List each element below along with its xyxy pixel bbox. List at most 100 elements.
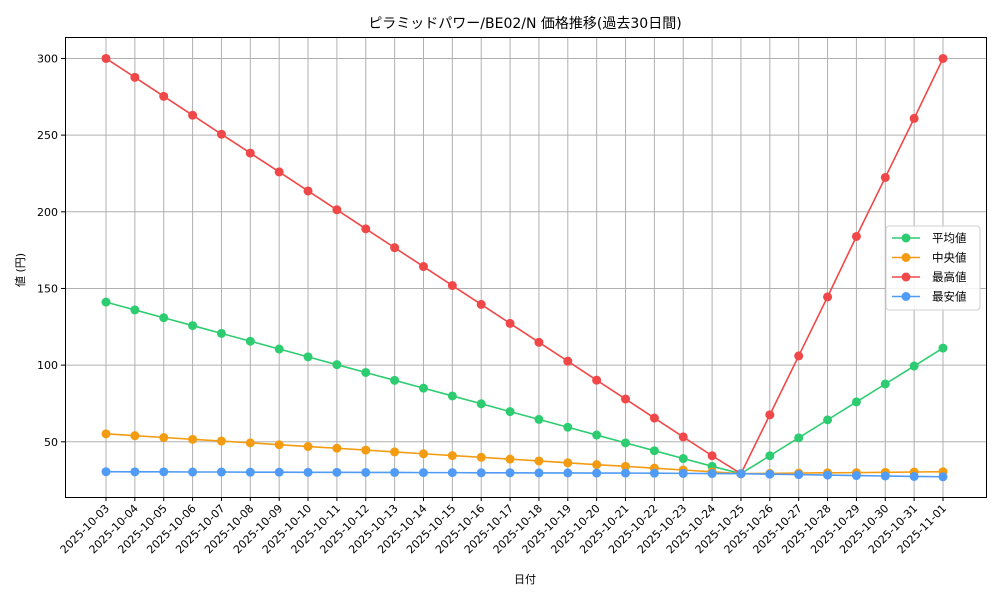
data-point [563, 458, 573, 468]
series-lines [101, 53, 948, 482]
data-point [159, 433, 169, 443]
data-point [909, 113, 919, 123]
data-point [505, 468, 515, 478]
data-point [505, 454, 515, 464]
data-point [621, 468, 631, 478]
data-point [505, 318, 515, 328]
data-point [188, 467, 198, 477]
x-axis-ticks: 2025-10-032025-10-042025-10-052025-10-06… [58, 497, 949, 556]
data-point [649, 446, 659, 456]
data-point [245, 148, 255, 158]
data-point [707, 469, 717, 479]
data-point [823, 292, 833, 302]
data-point [418, 468, 428, 478]
data-point [130, 305, 140, 315]
data-point [361, 467, 371, 477]
legend-marker-icon [901, 272, 911, 282]
data-point [765, 469, 775, 479]
data-point [592, 468, 602, 478]
data-point [476, 452, 486, 462]
legend-item: 最安値 [892, 290, 967, 304]
y-tick-label: 100 [37, 359, 58, 372]
data-point [332, 467, 342, 477]
data-point [303, 352, 313, 362]
legend-item: 最高値 [892, 270, 967, 284]
data-point [880, 379, 890, 389]
data-point [880, 471, 890, 481]
legend-item: 中央値 [892, 251, 967, 265]
data-point [678, 454, 688, 464]
data-point [390, 243, 400, 253]
data-point [245, 467, 255, 477]
data-point [794, 470, 804, 480]
data-point [216, 467, 226, 477]
legend-label: 平均値 [932, 231, 967, 245]
y-tick-label: 250 [37, 129, 58, 142]
data-point [274, 344, 284, 354]
data-point [447, 451, 457, 461]
data-point [823, 470, 833, 480]
data-point [476, 299, 486, 309]
data-point [274, 440, 284, 450]
data-point [303, 186, 313, 196]
series-0 [101, 297, 948, 479]
y-tick-label: 200 [37, 206, 58, 219]
series-1 [101, 429, 948, 479]
data-point [418, 383, 428, 393]
data-point [794, 351, 804, 361]
data-point [563, 468, 573, 478]
data-point [390, 467, 400, 477]
data-point [678, 432, 688, 442]
data-point [332, 205, 342, 215]
data-point [303, 467, 313, 477]
data-point [621, 438, 631, 448]
data-point [563, 422, 573, 432]
data-point [245, 336, 255, 346]
data-point [361, 367, 371, 377]
data-point [823, 415, 833, 425]
y-tick-label: 50 [44, 436, 58, 449]
data-point [765, 410, 775, 420]
data-point [621, 461, 631, 471]
legend-label: 最高値 [932, 270, 967, 284]
data-point [736, 469, 746, 479]
data-point [101, 53, 111, 63]
data-point [938, 53, 948, 63]
data-point [130, 467, 140, 477]
data-point [159, 467, 169, 477]
data-point [332, 360, 342, 370]
data-point [794, 433, 804, 443]
legend-marker-icon [901, 233, 911, 243]
data-point [188, 321, 198, 331]
y-tick-label: 150 [37, 282, 58, 295]
y-axis-ticks: 50 100 150 200 250 300 [37, 52, 65, 449]
data-point [101, 297, 111, 307]
series-2 [101, 53, 948, 479]
data-point [361, 224, 371, 234]
y-axis-label: 値 (円) [14, 253, 27, 287]
data-point [563, 356, 573, 366]
data-point [101, 467, 111, 477]
data-point [880, 172, 890, 182]
legend-item: 平均値 [892, 231, 967, 245]
y-tick-label: 300 [37, 52, 58, 65]
data-point [303, 442, 313, 452]
legend-marker-icon [901, 292, 911, 301]
data-point [390, 447, 400, 457]
data-point [188, 434, 198, 444]
data-point [130, 72, 140, 82]
data-point [418, 262, 428, 272]
data-point [621, 394, 631, 404]
data-point [274, 467, 284, 477]
data-point [851, 231, 861, 241]
data-point [938, 343, 948, 353]
data-point [418, 449, 428, 459]
data-point [678, 468, 688, 478]
plot-frame [65, 37, 987, 498]
data-point [245, 438, 255, 448]
data-point [909, 471, 919, 481]
data-point [851, 471, 861, 481]
data-point [534, 414, 544, 424]
